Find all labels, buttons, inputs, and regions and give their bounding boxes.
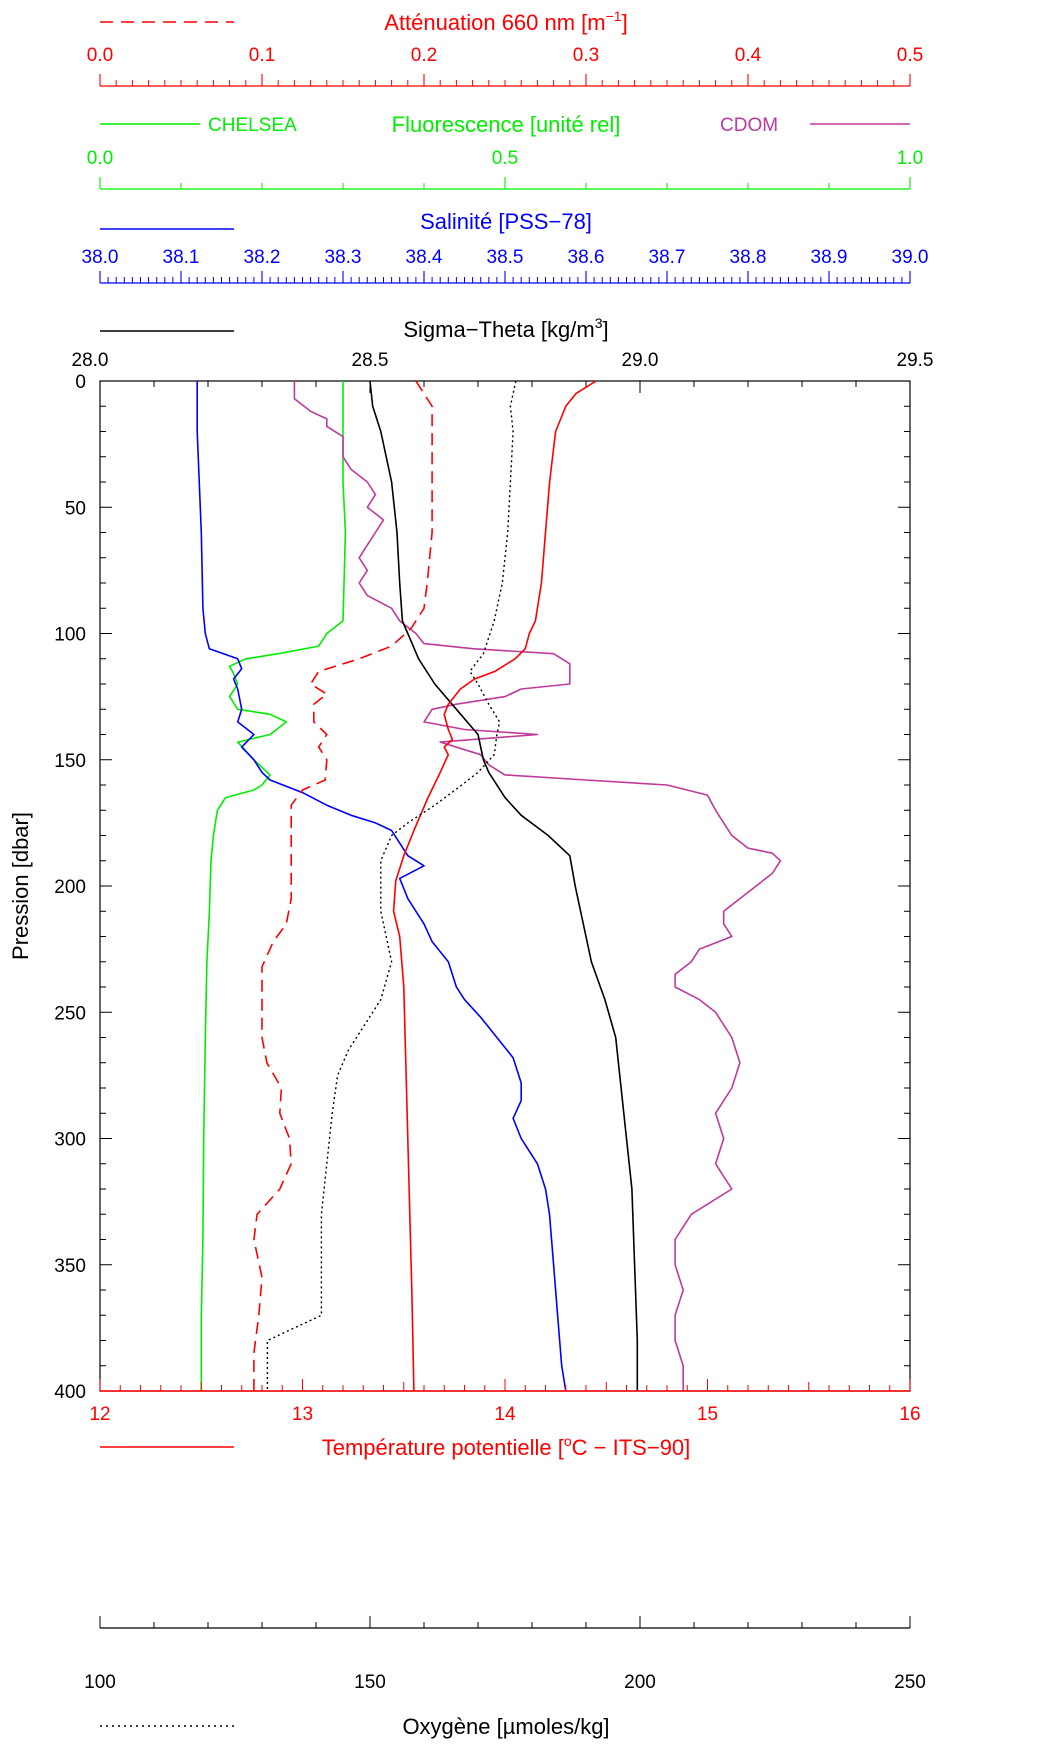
sigma-axis-group: Sigma−Theta [kg/m3] 28.0 28.5 29.0 29.5	[72, 315, 934, 393]
oxygen-tick-label: 200	[624, 1672, 656, 1693]
salinity-tick-label: 38.1	[163, 247, 200, 268]
series-temp-rature-potentielle-line	[392, 380, 597, 1392]
sigma-axis-ticks: 28.0 28.5 29.0 29.5	[72, 350, 934, 393]
salinity-tick-label: 38.6	[568, 247, 605, 268]
temperature-tick-label: 16	[899, 1404, 920, 1425]
attenuation-tick-label: 0.0	[87, 45, 113, 66]
oxygen-tick-label: 250	[894, 1672, 926, 1693]
oxygen-axis-group: 100 150 200 250 Oxygène [µmoles/kg]	[84, 1616, 926, 1739]
salinity-tick-label: 38.9	[811, 247, 848, 268]
series-cdom-line	[293, 381, 782, 1391]
salinity-tick-label: 39.0	[892, 247, 929, 268]
sigma-tick-label: 29.5	[897, 350, 934, 371]
oxygen-axis-title: Oxygène [µmoles/kg]	[402, 1714, 609, 1739]
pressure-axis-ticks: 0 50 100 150 200 250 300 350 400	[54, 372, 910, 1403]
temperature-tick-label: 12	[89, 1404, 110, 1425]
pressure-tick-label: 350	[54, 1256, 86, 1277]
salinity-tick-label: 38.3	[325, 247, 362, 268]
pressure-tick-label: 400	[54, 1382, 86, 1403]
attenuation-axis-group: Atténuation 660 nm [m−1] 0.0 0.1 0.2 0.3 0.4…	[87, 8, 923, 87]
sigma-tick-label: 28.0	[72, 350, 109, 371]
fluorescence-axis-group: CHELSEA Fluorescence [unité rel] CDOM 0.…	[87, 112, 923, 190]
series-chelsea-line	[200, 381, 347, 1391]
fluorescence-tick-label: 0.5	[492, 148, 518, 169]
fluorescence-axis-title: Fluorescence [unité rel]	[392, 112, 621, 137]
salinity-tick-label: 38.2	[244, 247, 281, 268]
series-sigma-theta-line	[369, 380, 639, 1391]
pressure-tick-label: 300	[54, 1130, 86, 1151]
temperature-tick-label: 13	[292, 1404, 313, 1425]
temperature-tick-label: 15	[697, 1404, 718, 1425]
salinity-tick-label: 38.5	[487, 247, 524, 268]
pressure-tick-label: 0	[75, 372, 86, 393]
temperature-axis-group: 12 13 14 15 16 Température potentielle [oC −…	[89, 1379, 921, 1460]
attenuation-axis-title: Atténuation 660 nm [m−1]	[384, 8, 627, 35]
sigma-tick-label: 28.5	[352, 350, 389, 371]
pressure-tick-label: 50	[65, 498, 86, 519]
pressure-tick-label: 100	[54, 625, 86, 646]
attenuation-tick-label: 0.4	[735, 45, 762, 66]
series-oxyg-ne-line	[266, 380, 517, 1391]
oxygen-tick-label: 150	[354, 1672, 386, 1693]
series-att-nuation-line	[253, 380, 433, 1391]
pressure-tick-label: 250	[54, 1003, 86, 1024]
oxygen-axis-ticks: 100 150 200 250	[84, 1616, 926, 1693]
salinity-tick-label: 38.4	[406, 247, 443, 268]
cdom-legend-label: CDOM	[720, 115, 778, 136]
chelsea-legend-label: CHELSEA	[208, 115, 297, 136]
salinity-axis-title: Salinité [PSS−78]	[420, 209, 592, 234]
pressure-tick-label: 200	[54, 877, 86, 898]
salinity-tick-label: 38.8	[730, 247, 767, 268]
pressure-tick-label: 150	[54, 751, 86, 772]
fluorescence-tick-label: 0.0	[87, 148, 113, 169]
oxygen-tick-label: 100	[84, 1672, 116, 1693]
sigma-axis-title: Sigma−Theta [kg/m3]	[403, 315, 608, 342]
salinity-tick-label: 38.0	[82, 247, 119, 268]
attenuation-axis-ticks: 0.0 0.1 0.2 0.3 0.4 0.5	[87, 45, 923, 87]
salinity-axis-ticks: 38.0 38.1 38.2 38.3 38.4 38.5 38.6 38.7 38.8 38.9…	[82, 247, 929, 284]
salinity-axis-group: Salinité [PSS−78] 38.0 38.1 38.2 38.3 38.4 38…	[82, 209, 929, 284]
series-salinit-line	[196, 381, 567, 1392]
attenuation-tick-label: 0.3	[573, 45, 599, 66]
temperature-axis-title: Température potentielle [oC − ITS−90]	[322, 1433, 691, 1460]
attenuation-tick-label: 0.5	[897, 45, 923, 66]
sigma-tick-label: 29.0	[622, 350, 659, 371]
pressure-axis-title: Pression [dbar]	[8, 812, 33, 960]
plot-area: 0 50 100 150 200 250 300 350 400 Pression [dbar]	[8, 372, 911, 1403]
data-series-layer	[196, 380, 782, 1392]
salinity-tick-label: 38.7	[649, 247, 686, 268]
fluorescence-tick-label: 1.0	[897, 148, 923, 169]
fluorescence-axis-ticks: 0.0 0.5 1.0	[87, 148, 923, 190]
temperature-tick-label: 14	[494, 1404, 516, 1425]
attenuation-tick-label: 0.2	[411, 45, 437, 66]
temperature-axis-ticks: 12 13 14 15 16	[89, 1379, 921, 1425]
plot-frame	[99, 380, 911, 1392]
attenuation-tick-label: 0.1	[249, 45, 275, 66]
